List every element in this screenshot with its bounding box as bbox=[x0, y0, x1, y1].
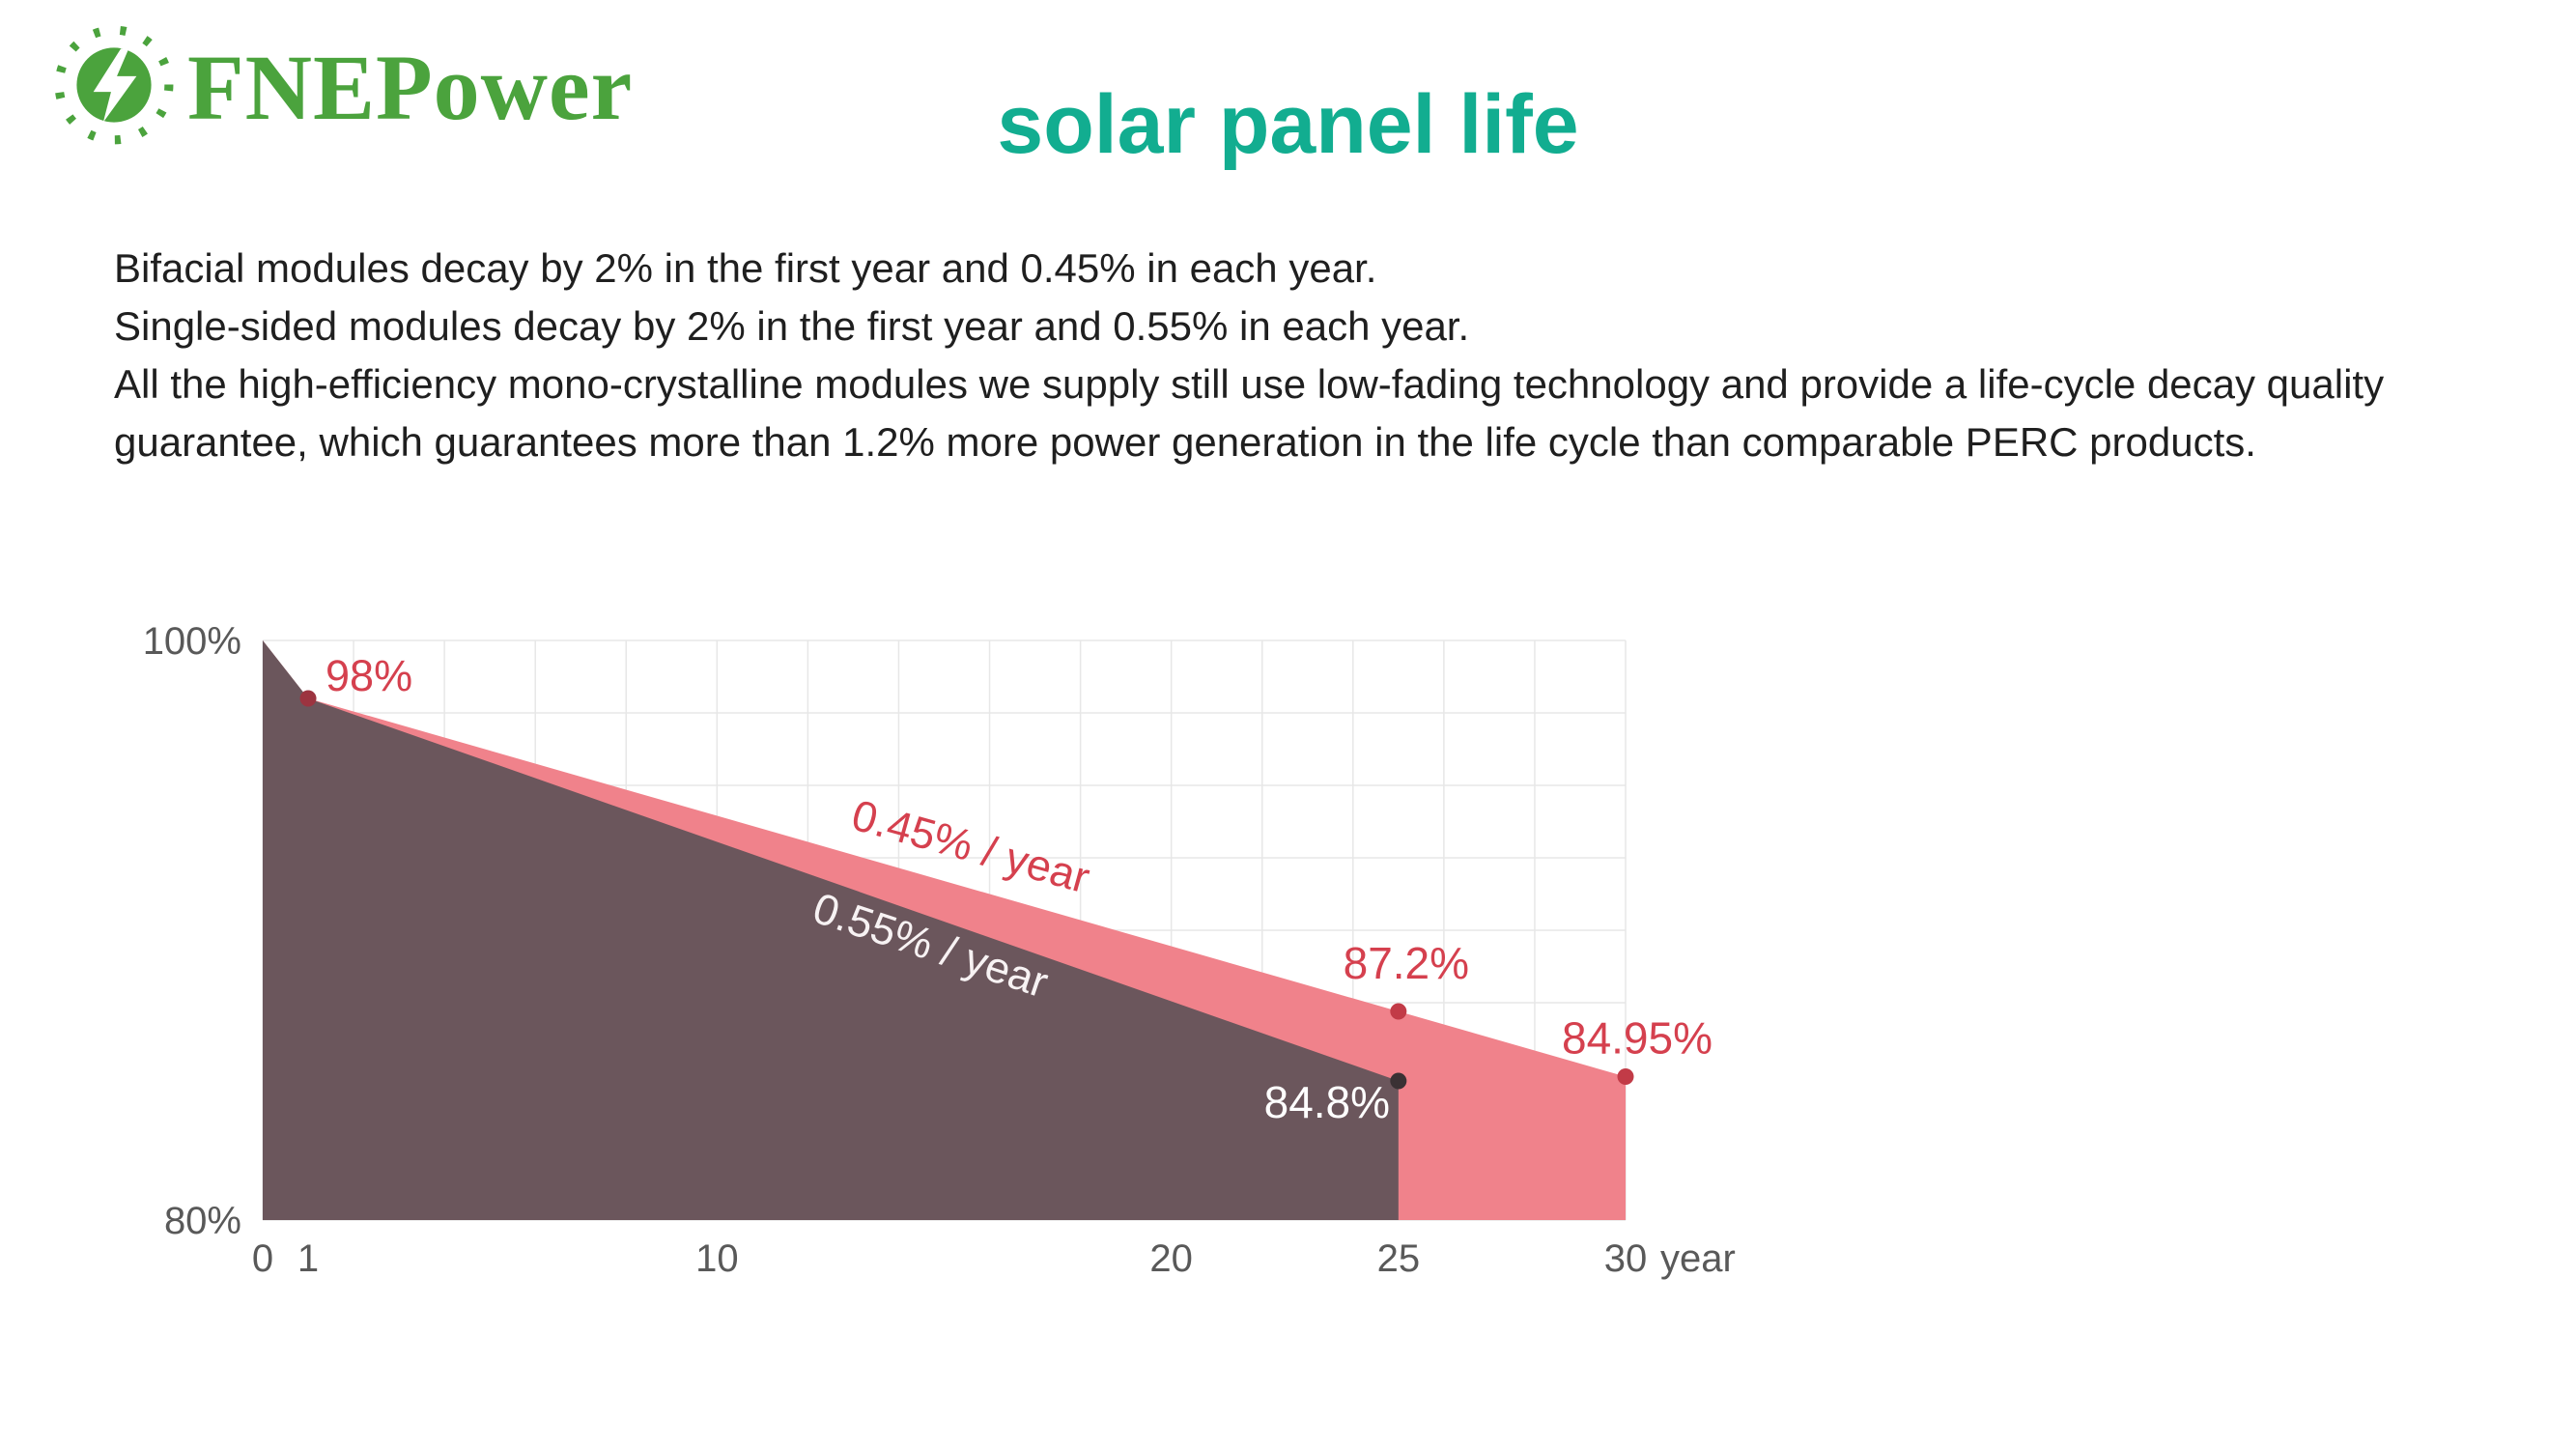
y-axis-tick: 80% bbox=[164, 1200, 241, 1242]
logo-text: FNEPower bbox=[187, 35, 634, 139]
paragraph-bifacial: Bifacial modules decay by 2% in the firs… bbox=[114, 245, 1377, 291]
x-axis-tick: 25 bbox=[1377, 1237, 1421, 1280]
x-axis-tick: 10 bbox=[695, 1237, 739, 1280]
annotation-label: 98% bbox=[326, 651, 412, 700]
data-dot bbox=[1617, 1068, 1634, 1085]
area-single-sided bbox=[263, 640, 1399, 1220]
annotation-label: 87.2% bbox=[1344, 938, 1469, 988]
y-axis-tick: 100% bbox=[145, 620, 241, 663]
data-dot bbox=[1390, 1072, 1407, 1090]
x-axis-tick: 30 bbox=[1604, 1237, 1648, 1280]
decay-chart: 98% 0.45% / year 0.55% / year 87.2% 84.8% 84.… bbox=[145, 599, 1845, 1314]
x-axis-tick: 0 bbox=[252, 1237, 273, 1280]
sun-lightning-icon bbox=[50, 21, 178, 154]
body-text: Bifacial modules decay by 2% in the firs… bbox=[114, 240, 2461, 471]
paragraph-guarantee: All the high-efficiency mono-crystalline… bbox=[114, 361, 2385, 465]
annotation-label: 84.8% bbox=[1264, 1077, 1390, 1127]
page-title: solar panel life bbox=[997, 78, 1579, 171]
data-dot bbox=[299, 690, 317, 707]
paragraph-single-sided: Single-sided modules decay by 2% in the … bbox=[114, 303, 1470, 349]
data-dot bbox=[1390, 1003, 1407, 1020]
logo: FNEPower bbox=[50, 21, 633, 154]
x-axis-tick: 20 bbox=[1149, 1237, 1193, 1280]
x-axis-tick: 1 bbox=[297, 1237, 319, 1280]
annotation-label: 84.95% bbox=[1562, 1013, 1713, 1064]
x-axis-unit: year bbox=[1660, 1237, 1736, 1280]
